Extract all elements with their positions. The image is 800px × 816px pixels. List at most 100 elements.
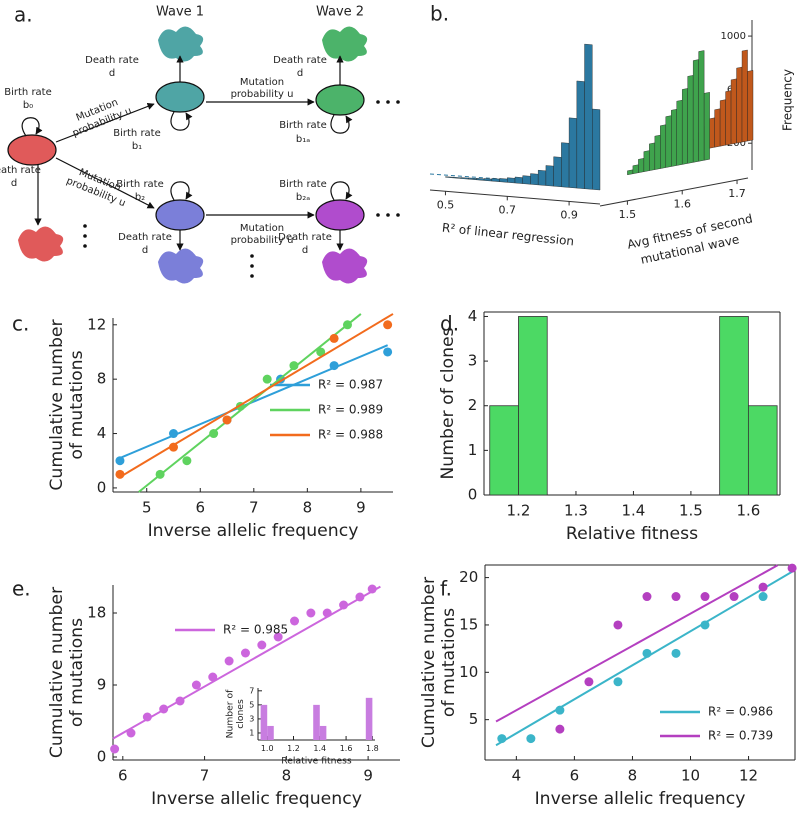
point xyxy=(142,712,152,722)
point xyxy=(262,374,272,384)
point xyxy=(758,582,768,592)
bar xyxy=(682,88,688,165)
bar xyxy=(561,142,570,188)
y-tick-label: 10 xyxy=(459,663,478,681)
y-axis-title: Cumulative number xyxy=(47,586,67,758)
dead-cell xyxy=(158,26,204,62)
legend-label: R² = 0.986 xyxy=(708,705,773,719)
bar xyxy=(741,49,748,143)
panel-label: d. xyxy=(440,312,459,336)
y-tick-label: 1 xyxy=(468,441,478,459)
point xyxy=(155,469,165,479)
arrow xyxy=(55,157,155,209)
z-tick-label: 1.7 xyxy=(728,187,746,200)
loop-arrow xyxy=(330,114,353,134)
bar xyxy=(491,178,500,182)
y-tick-label: 8 xyxy=(97,370,107,388)
bar xyxy=(553,156,562,188)
bar xyxy=(319,725,327,740)
y-tick-label: 0 xyxy=(97,478,107,496)
bar xyxy=(627,169,634,176)
bar xyxy=(584,43,593,190)
y-axis-title: clones xyxy=(235,699,246,729)
bar xyxy=(747,405,778,496)
diagram-label: d xyxy=(109,68,115,79)
cell xyxy=(155,199,205,231)
point xyxy=(182,456,192,466)
x-tick-label: 1.2 xyxy=(507,501,531,519)
point xyxy=(700,592,710,602)
point xyxy=(367,584,377,594)
point xyxy=(222,415,232,425)
diagram-label: Wave 1 xyxy=(156,5,204,20)
x-tick-label: 0.9 xyxy=(560,208,578,221)
point xyxy=(273,632,283,642)
point xyxy=(526,734,536,744)
x-axis-title: R² of linear regression xyxy=(441,221,574,249)
bar xyxy=(260,704,268,740)
y-tick-label: 2 xyxy=(468,396,478,414)
x-tick-label: 0.5 xyxy=(437,198,455,211)
diagram-label: Birth rate xyxy=(279,179,327,190)
point xyxy=(584,677,594,687)
bar xyxy=(537,169,547,186)
panel-label: c. xyxy=(12,312,29,336)
x-tick-label: 8 xyxy=(282,766,292,784)
bar xyxy=(665,115,672,168)
point xyxy=(316,347,326,357)
bar xyxy=(530,173,539,186)
point xyxy=(729,592,739,602)
bar xyxy=(468,177,477,181)
bar xyxy=(671,108,677,167)
diagram-label: Birth rate xyxy=(279,120,327,131)
bar xyxy=(725,90,732,146)
diagram-label: Death rate xyxy=(278,232,332,243)
point xyxy=(613,620,623,630)
z-tick-label: 1.6 xyxy=(673,197,691,210)
point xyxy=(329,333,339,343)
x-axis-title: Relative fitness xyxy=(281,755,352,766)
point xyxy=(642,592,652,602)
bar xyxy=(654,134,661,170)
x-tick-label: 1.2 xyxy=(287,744,300,753)
diagram-label: Birth rate xyxy=(116,179,164,190)
dead-cell xyxy=(18,226,64,262)
diagram-label: d xyxy=(302,245,308,256)
point xyxy=(115,469,125,479)
x-tick-label: 6 xyxy=(118,766,128,784)
diagram-label: Death rate xyxy=(85,55,139,66)
x-tick-label: 1.6 xyxy=(736,501,760,519)
y-tick-label: 12 xyxy=(87,315,106,333)
axis-line xyxy=(599,177,749,207)
panel-label: f. xyxy=(440,577,452,601)
x-tick-label: 0.7 xyxy=(499,203,517,216)
y-axis-title: of mutations xyxy=(67,350,87,459)
x-tick-label: 9 xyxy=(363,766,373,784)
diagram-label: Birth rate xyxy=(4,87,52,98)
x-tick-label: 1.3 xyxy=(564,501,588,519)
cell xyxy=(315,84,365,116)
y-tick-label: 5 xyxy=(469,710,479,728)
bar xyxy=(643,150,650,172)
bar xyxy=(692,59,699,163)
bar xyxy=(736,66,743,144)
y-tick-label: 1000 xyxy=(721,31,746,42)
arrow xyxy=(55,102,155,143)
loop-arrow xyxy=(330,181,353,201)
fit-line xyxy=(119,313,394,478)
y-tick-label: 15 xyxy=(459,615,478,633)
y-axis-title: Number of clones xyxy=(438,327,458,479)
x-tick-label: 1.4 xyxy=(313,744,326,753)
x-tick-label: 1.8 xyxy=(366,744,379,753)
y-axis-title: Cumulative number xyxy=(419,576,439,748)
x-tick-label: 9 xyxy=(356,498,366,516)
diagram-shapes xyxy=(7,26,368,284)
cell xyxy=(7,134,57,166)
bar xyxy=(365,697,373,740)
loop-arrow xyxy=(170,181,193,201)
point xyxy=(159,704,169,714)
point xyxy=(257,640,267,650)
bar xyxy=(649,142,656,171)
point xyxy=(642,648,652,658)
